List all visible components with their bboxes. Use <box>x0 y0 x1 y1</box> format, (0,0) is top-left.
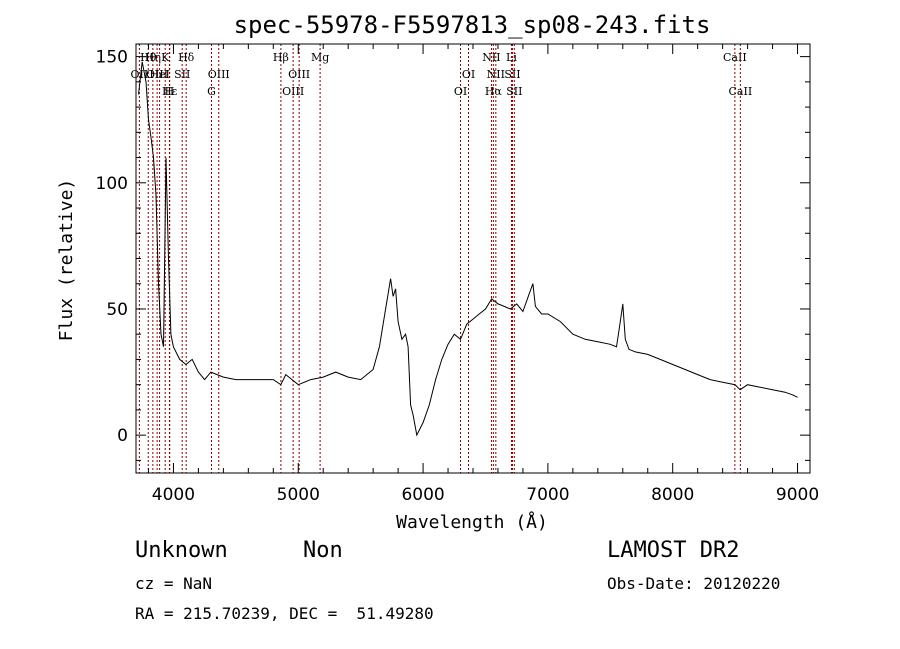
spectral-line-label: SII <box>504 68 520 81</box>
y-tick-label: 50 <box>106 300 128 320</box>
coordinates: RA = 215.70239, DEC = 51.49280 <box>135 604 434 623</box>
spectral-line-label: Hη <box>145 51 161 64</box>
spectral-line-label: NII <box>482 51 500 64</box>
y-axis-label: Flux (relative) <box>56 179 77 342</box>
object-class: Unknown <box>135 538 228 563</box>
x-tick-label: 7000 <box>526 485 569 505</box>
y-tick-label: 150 <box>96 48 128 68</box>
y-tick-label: 100 <box>96 174 128 194</box>
spectral-line-label: OIII <box>208 68 230 81</box>
x-tick-label: 9000 <box>776 485 819 505</box>
spectral-line-label: K <box>161 51 170 64</box>
spectral-line-label: SII <box>506 85 522 98</box>
spectral-line-label: G <box>207 85 216 98</box>
spectral-line-label: HeI <box>149 68 169 81</box>
spectral-line-label: OI <box>454 85 467 98</box>
spectral-line-label: OIII <box>288 68 310 81</box>
survey-name: LAMOST DR2 <box>607 538 740 563</box>
spectral-line-label: Mg <box>311 51 329 64</box>
spectral-line-label: CaII <box>729 85 753 98</box>
x-axis-label: Wavelength (Å) <box>396 511 548 533</box>
plot-frame <box>135 43 811 474</box>
spectral-line-label: OIII <box>282 85 304 98</box>
spectral-line-label: Hδ <box>178 51 195 64</box>
x-tick-label: 8000 <box>651 485 694 505</box>
spectral-line-label: Hα <box>485 85 503 98</box>
x-tick-label: 6000 <box>401 485 444 505</box>
spectral-line-label: CaII <box>723 51 747 64</box>
object-subclass: Non <box>303 538 343 563</box>
x-tick-label: 5000 <box>277 485 320 505</box>
spectral-line-label: OI <box>462 68 475 81</box>
spectral-line-label: H <box>165 85 175 98</box>
x-tick-label: 4000 <box>152 485 195 505</box>
spectrum-series <box>138 61 798 437</box>
plot-area: OIIHθOIIIHηHeIKHHεSIIHδGOIIIHβOIIIOIIIMg… <box>96 43 819 505</box>
y-tick-label: 0 <box>117 426 128 446</box>
chart-title: spec-55978-F5597813_sp08-243.fits <box>234 11 711 39</box>
spectral-line-label: Hε <box>162 85 178 98</box>
obs-date: Obs-Date: 20120220 <box>607 574 781 593</box>
spectral-line-label: Li <box>506 51 517 64</box>
spectral-line-label: NII <box>487 68 505 81</box>
redshift-value: cz = NaN <box>135 574 213 593</box>
spectral-line-label: SII <box>174 68 190 81</box>
spectral-line-label: OIII <box>146 68 168 81</box>
spectral-line-label: Hβ <box>273 51 289 64</box>
